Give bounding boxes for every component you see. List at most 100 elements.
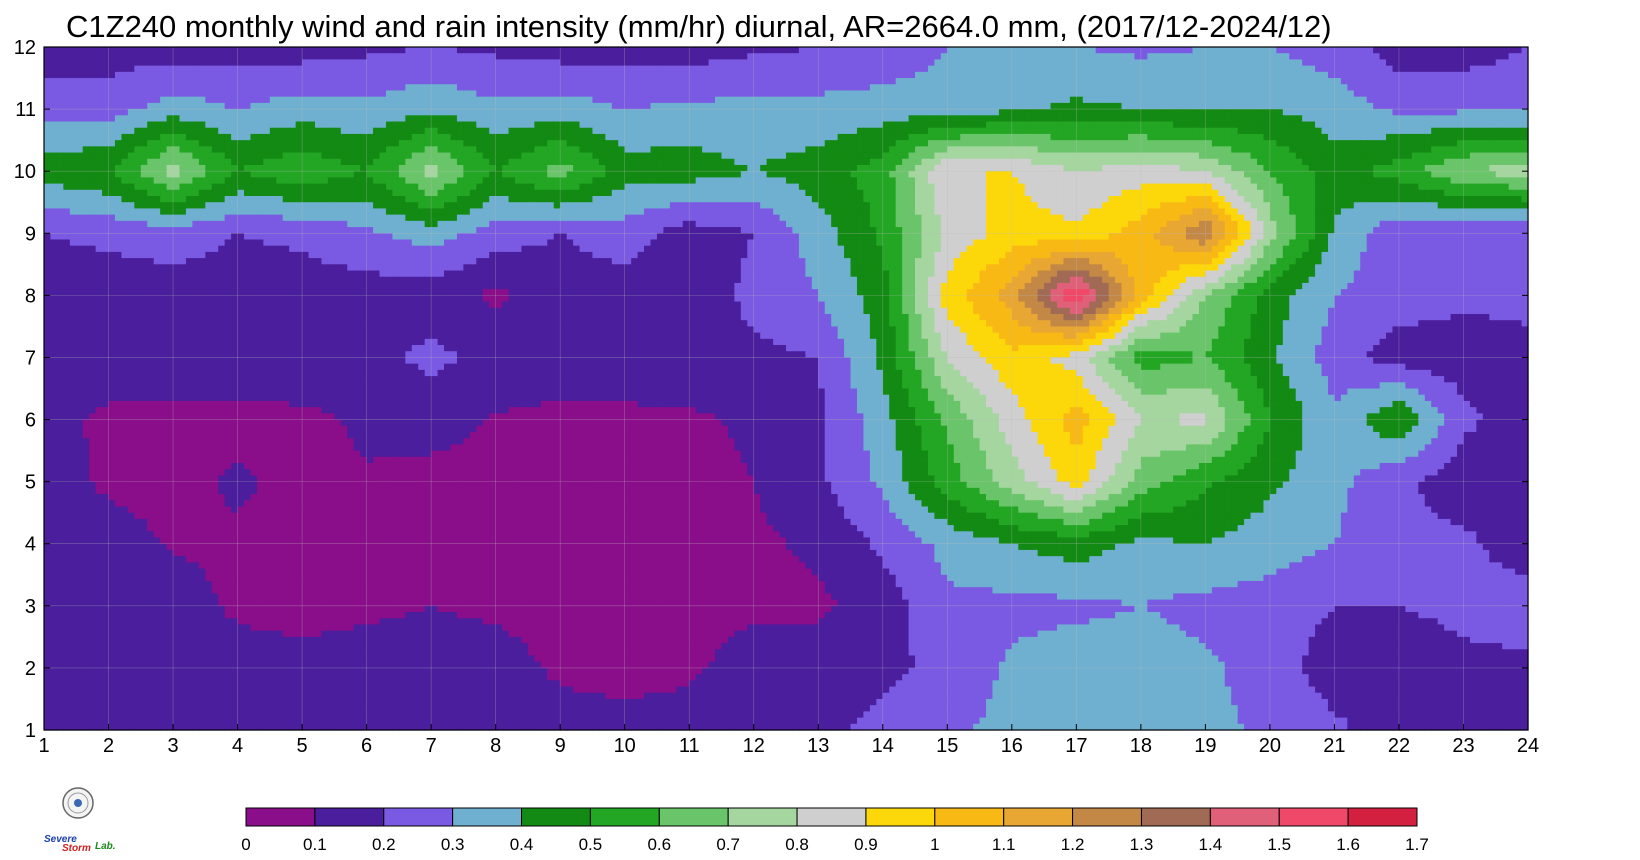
heatmap-cell — [1192, 152, 1200, 160]
heatmap-cell — [1056, 53, 1065, 61]
heatmap-cell — [1134, 90, 1142, 98]
heatmap-cell — [289, 84, 297, 92]
heatmap-cell — [469, 47, 477, 54]
heatmap-cell — [444, 65, 452, 73]
heatmap-cell — [1450, 158, 1458, 166]
heatmap-cell — [753, 53, 761, 61]
heatmap-cell — [153, 71, 161, 79]
heatmap-cell — [134, 90, 142, 98]
heatmap-cell — [489, 164, 497, 172]
heatmap-cell — [1282, 115, 1290, 123]
heatmap-cell — [798, 78, 806, 85]
heatmap-cell — [1476, 133, 1484, 141]
heatmap-cell — [114, 109, 123, 116]
heatmap-cell — [1276, 78, 1284, 85]
heatmap-cell — [605, 152, 613, 160]
heatmap-cell — [1024, 78, 1032, 85]
heatmap-cell — [173, 47, 181, 54]
heatmap-cell — [882, 152, 890, 160]
heatmap-cell — [411, 133, 419, 141]
heatmap-cell — [598, 152, 606, 160]
heatmap-cell — [1295, 109, 1303, 116]
heatmap-cell — [585, 71, 594, 79]
heatmap-cell — [1044, 121, 1052, 129]
heatmap-cell — [437, 152, 445, 160]
heatmap-cell — [295, 152, 303, 160]
heatmap-cell — [360, 177, 368, 185]
heatmap-cell — [1315, 65, 1323, 73]
heatmap-cell — [618, 146, 626, 154]
heatmap-cell — [211, 158, 219, 166]
heatmap-cell — [979, 152, 987, 160]
heatmap-cell — [482, 109, 490, 116]
heatmap-cell — [114, 47, 123, 54]
heatmap-cell — [340, 53, 348, 61]
heatmap-cell — [56, 102, 64, 110]
heatmap-cell — [1140, 53, 1148, 61]
heatmap-cell — [353, 65, 361, 73]
heatmap-cell — [998, 115, 1006, 123]
heatmap-cell — [1502, 47, 1510, 54]
heatmap-cell — [114, 71, 123, 79]
heatmap-cell — [476, 71, 484, 79]
heatmap-cell — [1373, 65, 1381, 73]
heatmap-cell — [334, 127, 342, 135]
heatmap-cell — [927, 164, 935, 172]
heatmap-cell — [160, 78, 168, 85]
heatmap-cell — [882, 84, 890, 92]
heatmap-cell — [82, 133, 90, 141]
heatmap-cell — [1069, 65, 1077, 73]
heatmap-cell — [876, 71, 884, 79]
heatmap-cell — [1102, 115, 1110, 123]
heatmap-cell — [1140, 140, 1148, 147]
heatmap-cell — [753, 146, 761, 154]
heatmap-cell — [805, 96, 813, 104]
heatmap-cell — [198, 78, 206, 85]
heatmap-cell — [237, 158, 245, 166]
heatmap-cell — [585, 121, 594, 129]
heatmap-cell — [889, 78, 897, 85]
heatmap-cell — [1450, 115, 1458, 123]
heatmap-cell — [1457, 146, 1465, 154]
heatmap-cell — [89, 121, 97, 129]
heatmap-cell — [1418, 71, 1426, 79]
heatmap-cell — [753, 59, 761, 67]
heatmap-cell — [1056, 152, 1065, 160]
heatmap-cell — [269, 133, 277, 141]
heatmap-cell — [1347, 59, 1355, 67]
heatmap-cell — [1366, 90, 1374, 98]
heatmap-cell — [876, 146, 884, 154]
heatmap-cell — [1173, 152, 1181, 160]
heatmap-cell — [663, 140, 671, 147]
heatmap-cell — [379, 164, 387, 172]
heatmap-cell — [173, 109, 181, 116]
heatmap-cell — [321, 65, 329, 73]
heatmap-cell — [398, 47, 406, 54]
heatmap-cell — [463, 140, 471, 147]
heatmap-cell — [476, 177, 484, 185]
heatmap-cell — [669, 47, 677, 54]
heatmap-cell — [1069, 71, 1077, 79]
heatmap-cell — [915, 65, 923, 73]
heatmap-cell — [1521, 59, 1529, 67]
heatmap-cell — [1360, 71, 1368, 79]
heatmap-cell — [618, 177, 626, 185]
heatmap-cell — [1444, 146, 1452, 154]
heatmap-cell — [1121, 84, 1129, 92]
heatmap-cell — [1469, 102, 1477, 110]
heatmap-cell — [656, 158, 665, 166]
heatmap-cell — [1044, 140, 1052, 147]
heatmap-cell — [424, 102, 432, 110]
heatmap-cell — [102, 164, 110, 172]
heatmap-cell — [1044, 96, 1052, 104]
heatmap-cell — [895, 152, 903, 160]
heatmap-cell — [353, 102, 361, 110]
heatmap-cell — [773, 53, 781, 61]
heatmap-cell — [469, 84, 477, 92]
heatmap-cell — [811, 90, 819, 98]
heatmap-cell — [798, 65, 806, 73]
heatmap-cell — [1457, 133, 1465, 141]
heatmap-cell — [734, 133, 742, 141]
heatmap-cell — [553, 71, 561, 79]
heatmap-cell — [682, 177, 690, 185]
